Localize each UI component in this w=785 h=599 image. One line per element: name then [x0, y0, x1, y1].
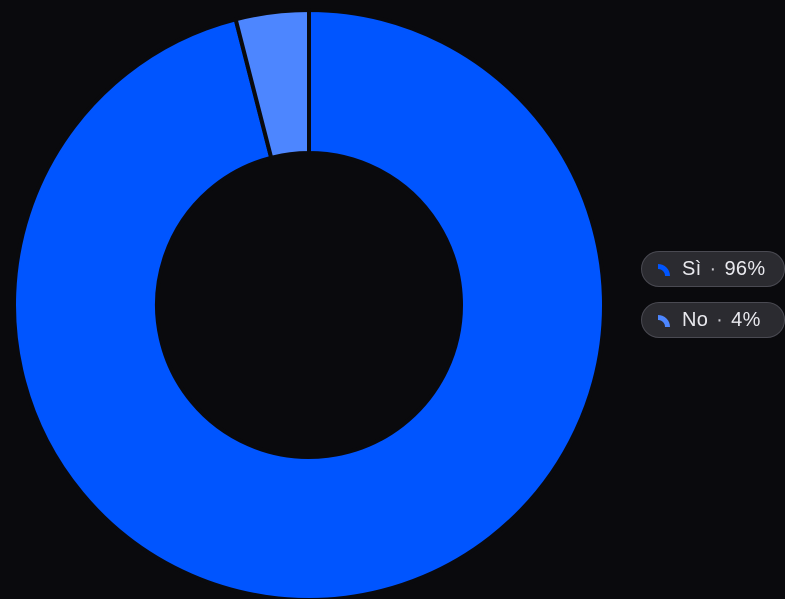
chart-legend: Sì · 96% No · 4%	[641, 251, 785, 338]
legend-item-no[interactable]: No · 4%	[641, 302, 785, 338]
donut-slice-si[interactable]	[12, 8, 606, 599]
legend-separator: ·	[709, 257, 717, 280]
donut-chart	[12, 8, 606, 599]
legend-percent-si: 96%	[724, 257, 766, 280]
legend-swatch-si-icon	[658, 264, 670, 276]
legend-separator: ·	[716, 308, 724, 331]
legend-percent-no: 4%	[731, 308, 761, 331]
donut-slice-no[interactable]	[233, 8, 311, 160]
legend-label-si: Sì	[682, 257, 702, 280]
legend-item-si[interactable]: Sì · 96%	[641, 251, 785, 287]
legend-swatch-no-icon	[658, 315, 670, 327]
legend-label-no: No	[682, 308, 709, 331]
